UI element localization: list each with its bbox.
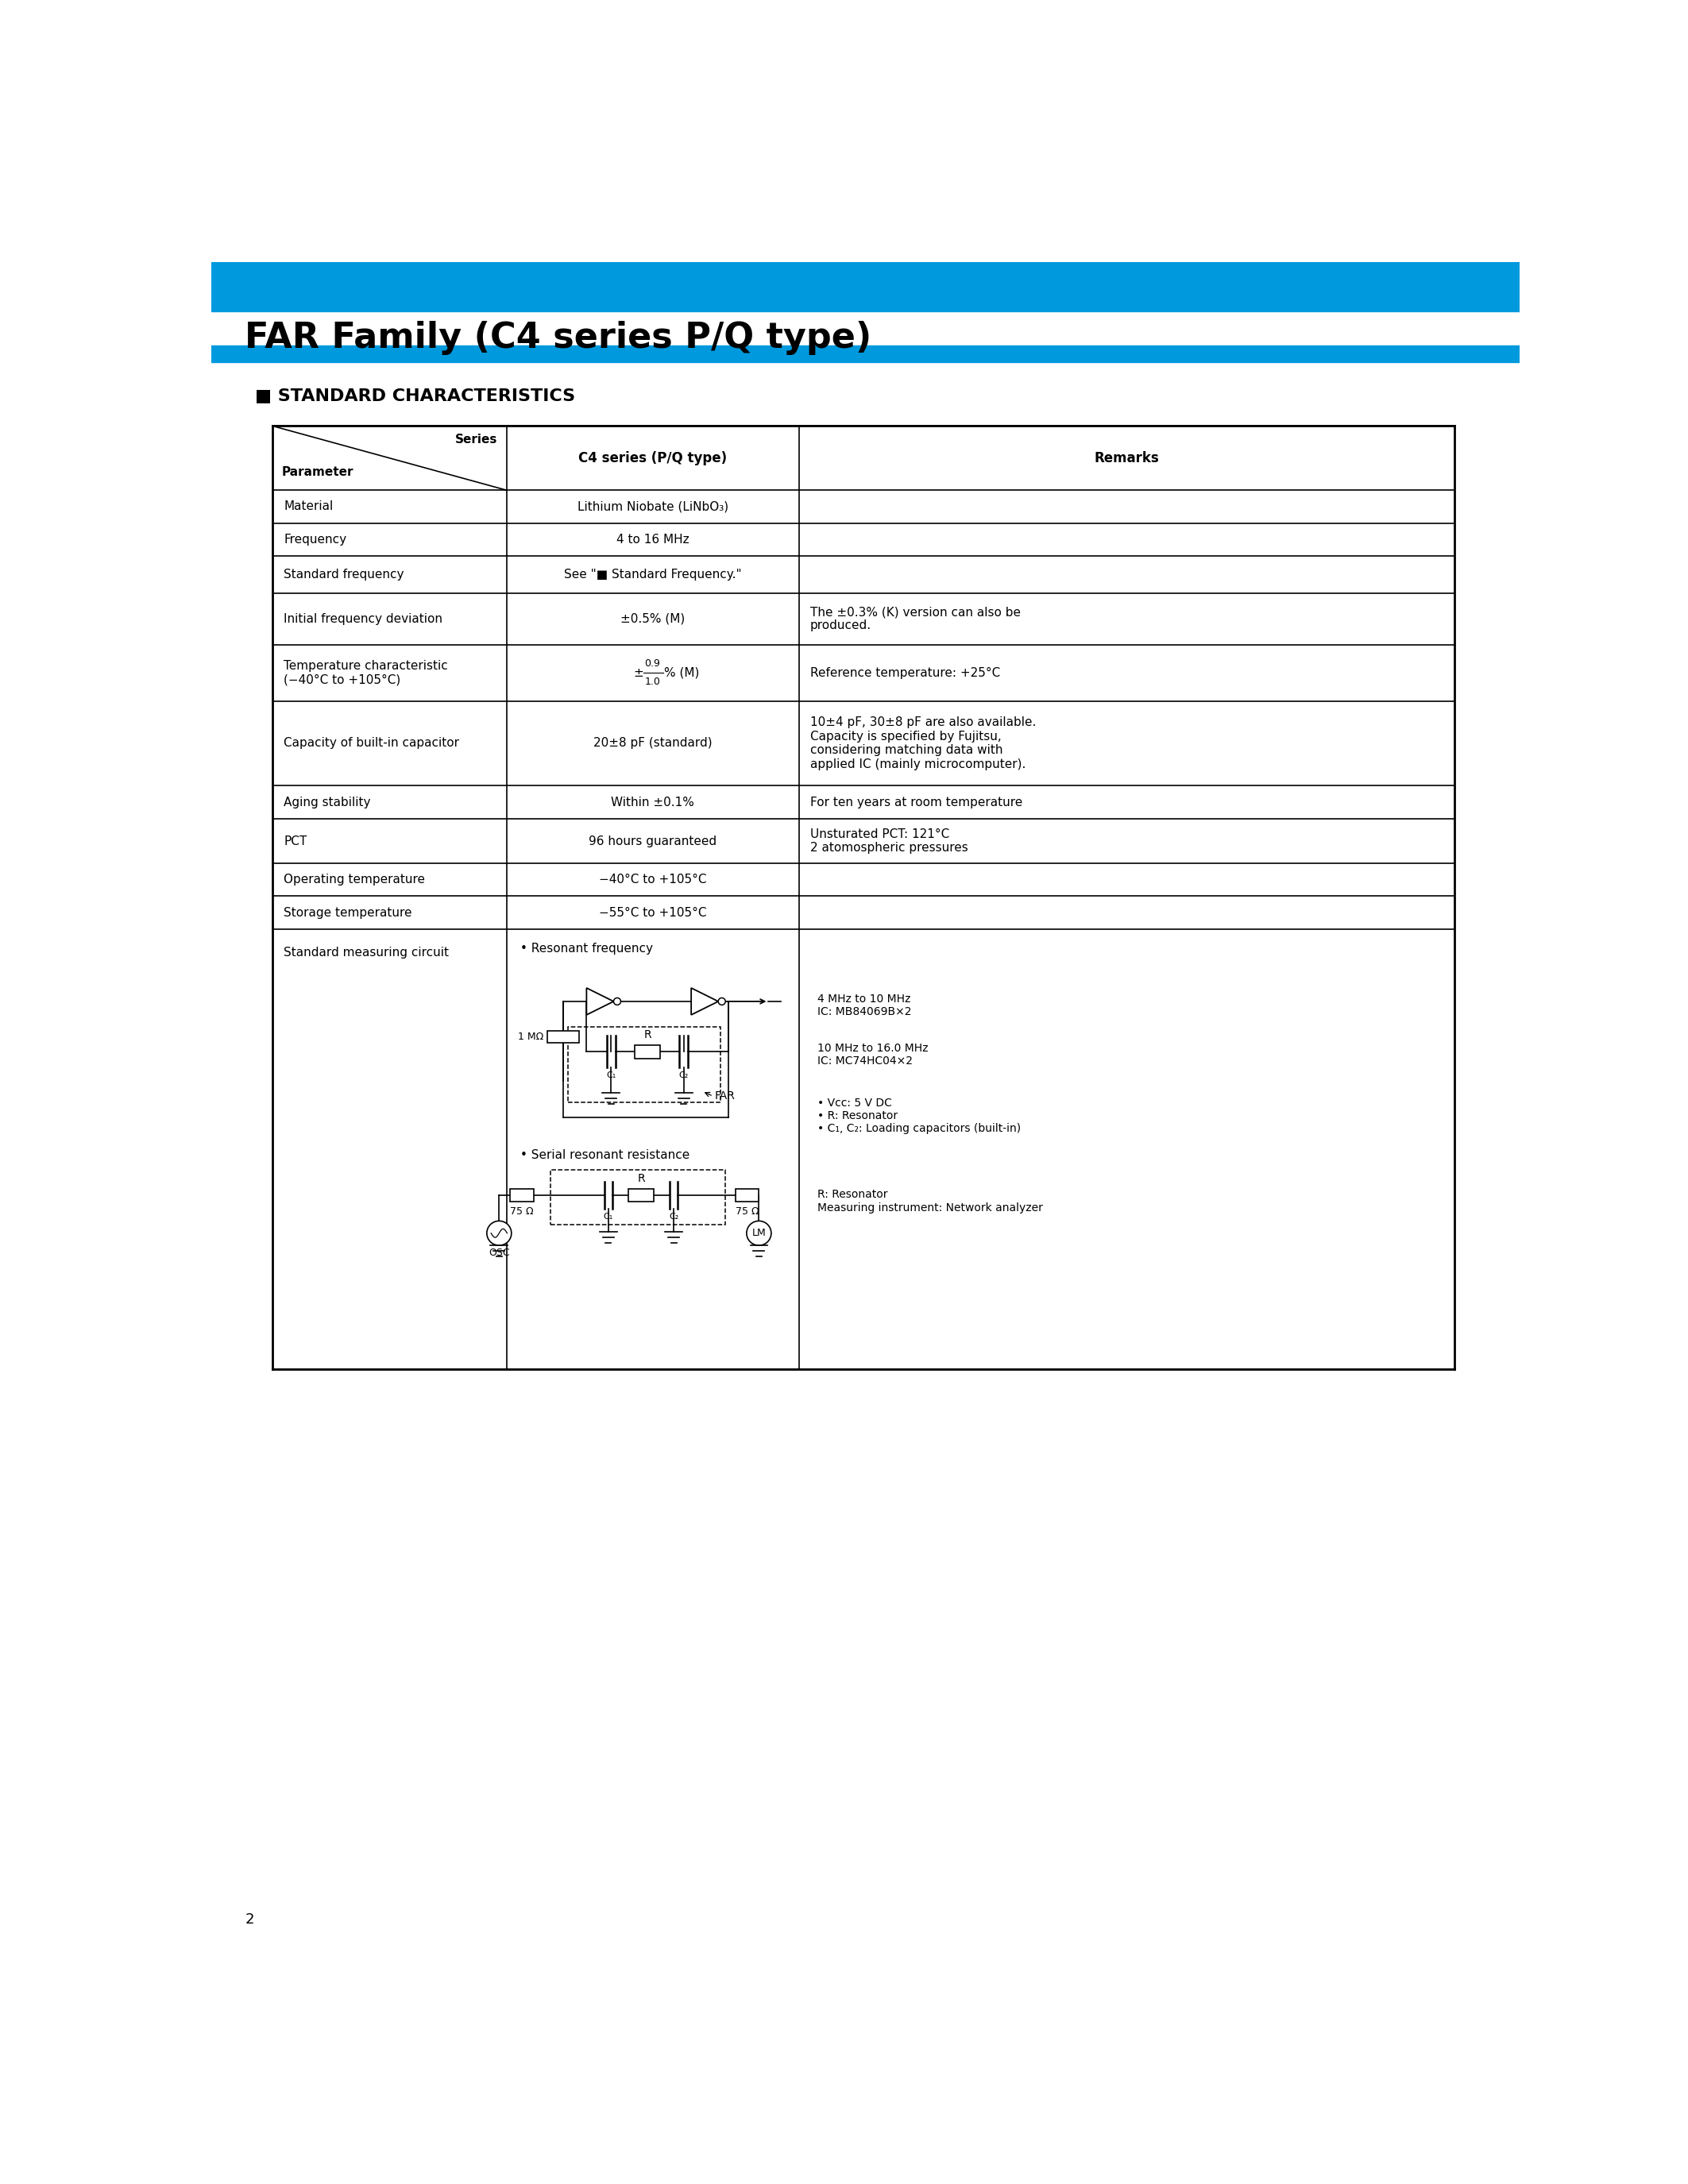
Text: ±: ±	[633, 666, 643, 679]
Text: See "■ Standard Frequency.": See "■ Standard Frequency."	[564, 568, 741, 581]
Circle shape	[486, 1221, 511, 1245]
Text: PCT: PCT	[284, 834, 307, 847]
Text: R: R	[636, 1173, 645, 1184]
Bar	[211, 262, 1519, 310]
Text: Within ±0.1%: Within ±0.1%	[611, 797, 694, 808]
Bar	[547, 1031, 579, 1044]
Text: Temperature characteristic
(−40°C to +105°C): Temperature characteristic (−40°C to +10…	[284, 660, 447, 686]
Text: 1 MΩ: 1 MΩ	[518, 1031, 544, 1042]
Text: Parameter: Parameter	[282, 465, 354, 478]
Bar	[510, 1188, 533, 1201]
Text: 4 MHz to 10 MHz
IC: MB84069B×2: 4 MHz to 10 MHz IC: MB84069B×2	[817, 994, 912, 1018]
Text: 75 Ω: 75 Ω	[510, 1206, 533, 1216]
Text: • Resonant frequency: • Resonant frequency	[520, 943, 653, 954]
Text: C₁: C₁	[604, 1212, 613, 1221]
Text: 10±4 pF, 30±8 pF are also available.
Capacity is specified by Fujitsu,
consideri: 10±4 pF, 30±8 pF are also available. Cap…	[810, 716, 1036, 771]
Text: Aging stability: Aging stability	[284, 797, 371, 808]
Text: Unsturated PCT: 121°C
2 atomospheric pressures: Unsturated PCT: 121°C 2 atomospheric pre…	[810, 828, 967, 854]
Text: Series: Series	[454, 432, 498, 446]
Text: C₁: C₁	[606, 1072, 616, 1079]
Text: 1.0: 1.0	[645, 677, 660, 688]
Text: 10 MHz to 16.0 MHz
IC: MC74HC04×2: 10 MHz to 16.0 MHz IC: MC74HC04×2	[817, 1042, 928, 1066]
Text: For ten years at room temperature: For ten years at room temperature	[810, 797, 1023, 808]
Text: Storage temperature: Storage temperature	[284, 906, 412, 919]
Text: The ±0.3% (K) version can also be
produced.: The ±0.3% (K) version can also be produc…	[810, 605, 1021, 631]
Text: • Vcc: 5 V DC
• R: Resonator
• C₁, C₂: Loading capacitors (built-in): • Vcc: 5 V DC • R: Resonator • C₁, C₂: L…	[817, 1096, 1021, 1133]
Text: R: Resonator
Measuring instrument: Network analyzer: R: Resonator Measuring instrument: Netwo…	[817, 1188, 1043, 1212]
Circle shape	[746, 1221, 771, 1245]
Text: 2: 2	[245, 1913, 253, 1926]
Text: C₂: C₂	[679, 1072, 689, 1079]
Text: −40°C to +105°C: −40°C to +105°C	[599, 874, 707, 887]
Text: Reference temperature: +25°C: Reference temperature: +25°C	[810, 666, 999, 679]
Text: 0.9: 0.9	[645, 660, 660, 668]
Text: Standard measuring circuit: Standard measuring circuit	[284, 946, 449, 959]
Text: ■ STANDARD CHARACTERISTICS: ■ STANDARD CHARACTERISTICS	[255, 387, 576, 404]
Text: OSC: OSC	[488, 1247, 510, 1258]
Text: Operating temperature: Operating temperature	[284, 874, 425, 887]
Text: % (M): % (M)	[665, 666, 699, 679]
Text: FAR Family (C4 series P/Q type): FAR Family (C4 series P/Q type)	[245, 321, 871, 356]
Text: Capacity of built-in capacitor: Capacity of built-in capacitor	[284, 738, 459, 749]
Text: Remarks: Remarks	[1094, 450, 1160, 465]
Text: 20±8 pF (standard): 20±8 pF (standard)	[592, 738, 712, 749]
Bar	[635, 1044, 660, 1059]
Text: Initial frequency deviation: Initial frequency deviation	[284, 614, 442, 625]
Polygon shape	[586, 987, 614, 1016]
Text: 75 Ω: 75 Ω	[736, 1206, 760, 1216]
Text: −55°C to +105°C: −55°C to +105°C	[599, 906, 707, 919]
Text: FAR: FAR	[714, 1090, 734, 1101]
Text: 96 hours guaranteed: 96 hours guaranteed	[589, 834, 717, 847]
Bar	[736, 1188, 760, 1201]
Text: C4 series (P/Q type): C4 series (P/Q type)	[579, 450, 728, 465]
Text: Material: Material	[284, 500, 333, 513]
Text: Frequency: Frequency	[284, 533, 346, 546]
Text: LM: LM	[751, 1227, 766, 1238]
Text: ±0.5% (M): ±0.5% (M)	[621, 614, 685, 625]
Text: • Serial resonant resistance: • Serial resonant resistance	[520, 1149, 689, 1162]
Text: Lithium Niobate (LiNbO₃): Lithium Niobate (LiNbO₃)	[577, 500, 728, 513]
Text: Standard frequency: Standard frequency	[284, 568, 403, 581]
Circle shape	[719, 998, 726, 1005]
Circle shape	[614, 998, 621, 1005]
Text: 4 to 16 MHz: 4 to 16 MHz	[616, 533, 689, 546]
Text: C₂: C₂	[668, 1212, 679, 1221]
Polygon shape	[690, 987, 719, 1016]
Text: R: R	[643, 1029, 652, 1040]
Bar	[211, 345, 1519, 363]
Bar	[628, 1188, 653, 1201]
